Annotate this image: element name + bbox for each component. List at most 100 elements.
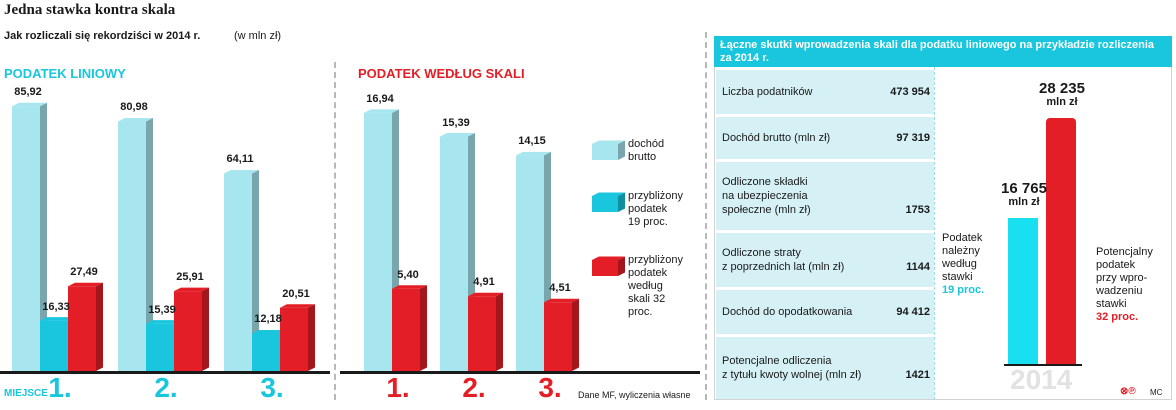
baseline-scale	[340, 371, 700, 374]
source-note: Dane MF, wyliczenia własne	[578, 390, 691, 400]
bar-gross-1-side	[40, 102, 47, 371]
bar-tax32-3-top	[280, 304, 315, 308]
note-line: stawki	[942, 271, 973, 283]
rank-label-3: 3.	[260, 372, 284, 403]
bar-tax32-2-top	[174, 287, 209, 292]
category-axis-label: MIEJSCE	[4, 388, 48, 399]
scale-value-label-gross-1: 16,94	[366, 92, 394, 105]
baseline-linear	[0, 371, 330, 374]
bar-gross-3-side	[252, 169, 259, 371]
scale-bar-tax32-2-side	[496, 292, 503, 371]
panel-row-value: 94 412	[896, 306, 930, 318]
value-label-tax19-2: 15,39	[148, 303, 176, 316]
bar-tax-19	[1008, 218, 1038, 365]
panel-row: Liczba podatników 473 954	[716, 70, 934, 114]
scale-value-label-gross-2: 15,39	[442, 116, 470, 129]
value-label-tax32-2: 25,91	[176, 271, 204, 284]
panel-body	[714, 67, 1172, 400]
note-accent: 32 proc.	[1096, 311, 1139, 323]
note-line: przy wpro-	[1096, 272, 1148, 284]
scale-bar-tax32-2-top	[468, 292, 503, 297]
page-subtitle: Jak rozliczali się rekordziści w 2014 r.	[4, 30, 201, 42]
legend-label-line: przybliżony	[628, 254, 684, 266]
panel-row-label-line: Liczba podatników	[722, 86, 813, 98]
legend-label-1: dochód brutto	[628, 138, 664, 164]
bar-tax19-3	[252, 333, 280, 371]
rank-label-1: 1.	[48, 372, 72, 403]
legend-swatch-3-top	[592, 256, 625, 260]
panel-row-label: Potencjalne odliczenia z tytułu kwoty wol…	[722, 354, 861, 382]
scale-value-label-tax32-2: 4,91	[473, 276, 495, 289]
scale-bar-tax32-1-top	[392, 285, 427, 289]
value-label-tax-32: 28 235	[1039, 80, 1085, 97]
bar-tax32-1-side	[96, 282, 103, 371]
scale-bar-gross-3-top	[516, 151, 551, 156]
bar-tax32-2	[174, 291, 202, 371]
panel-row-label: Odliczone straty z poprzednich lat (mln z…	[722, 246, 844, 274]
note-tax-32: Potencjalny podatek przy wpro-wadzeniu staw…	[1096, 246, 1168, 324]
legend-label-2: przybliżony podatek 19 proc.	[628, 190, 683, 229]
value-label-gross-1: 85,92	[14, 86, 42, 99]
scale-rank-label-1: 1.	[386, 372, 410, 403]
legend-swatch-2-side	[618, 192, 625, 212]
divider	[334, 62, 336, 400]
bar-tax19-2	[146, 323, 174, 371]
bar-tax32-1	[68, 286, 96, 371]
scale-bar-tax32-3-side	[572, 298, 579, 371]
legend-label-line: brutto	[628, 151, 657, 163]
bar-tax32-1-top	[68, 282, 103, 287]
panel-row-value: 1421	[905, 369, 930, 381]
credit: MC	[1150, 388, 1163, 397]
bar-tax32-3-side	[308, 304, 315, 371]
panel-row: Odliczone składki na ubezpieczenia społecz…	[716, 162, 934, 230]
panel-row-label-line: społeczne (mln zł)	[722, 204, 811, 216]
bar-tax19-1-top	[40, 317, 75, 321]
panel-row-value: 1144	[906, 261, 930, 273]
publisher-logo: ⊗℗	[1120, 386, 1136, 397]
note-line: wadzeniu	[1096, 285, 1143, 297]
note-accent: 19 proc.	[942, 284, 985, 296]
note-line: Podatek	[942, 232, 983, 244]
legend-swatch-3	[592, 260, 618, 276]
panel-row: Potencjalne odliczenia z tytułu kwoty wol…	[716, 337, 934, 399]
legend-label-line: 19 proc.	[628, 216, 668, 228]
scale-bar-gross-1	[364, 112, 392, 371]
rank-label-2: 2.	[154, 372, 178, 403]
legend-swatch-2	[592, 196, 618, 212]
scale-rank-label-3: 3.	[538, 372, 562, 403]
scale-value-label-tax32-1: 5,40	[397, 268, 419, 281]
legend-swatch-1-side	[618, 140, 625, 160]
panel-row-value: 473 954	[890, 86, 930, 98]
panel-row-label-line: Dochód do opodatkowania	[722, 306, 853, 318]
scale-bar-tax32-1	[392, 288, 420, 371]
scale-bar-gross-3	[516, 155, 544, 371]
value-label-gross-3: 64,11	[226, 153, 254, 166]
legend-label-line: według	[628, 280, 663, 292]
scale-bar-tax32-3	[544, 302, 572, 371]
legend-swatch-1-top	[592, 140, 625, 144]
panel-row-label-line: Odliczone straty	[722, 247, 801, 259]
panel-row: Odliczone straty z poprzednich lat (mln z…	[716, 233, 934, 287]
year-label: 2014	[1010, 364, 1073, 395]
scale-bar-tax32-2	[468, 296, 496, 371]
baseline	[1004, 364, 1082, 366]
value-label-tax19-1: 16,33	[42, 300, 70, 313]
chart-title-linear-tax: PODATEK LINIOWY	[4, 66, 126, 81]
panel-row-label: Dochód do opodatkowania	[722, 305, 852, 319]
scale-bar-gross-2	[440, 136, 468, 371]
panel-row: Dochód brutto (mln zł) 97 319	[716, 117, 934, 159]
bar-tax32-2-side	[202, 287, 209, 371]
scale-bar-tax32-3-top	[544, 298, 579, 303]
scale-value-label-tax32-3: 4,51	[549, 282, 571, 295]
unit-label-tax-32: mln zł	[1046, 96, 1078, 108]
legend-label-line: skali 32 proc.	[628, 293, 666, 318]
bar-gross-2-top	[118, 117, 153, 122]
bar-tax19-3-top	[252, 329, 287, 334]
note-line: stawki	[1096, 298, 1127, 310]
note-line: należny	[942, 245, 980, 257]
scale-bar-gross-2-top	[440, 133, 475, 137]
panel-row-label-line: Potencjalne odliczenia	[722, 355, 832, 367]
panel-row-label-line: z tytułu kwoty wolnej (mln zł)	[722, 369, 862, 381]
bar-tax-32	[1046, 118, 1076, 365]
